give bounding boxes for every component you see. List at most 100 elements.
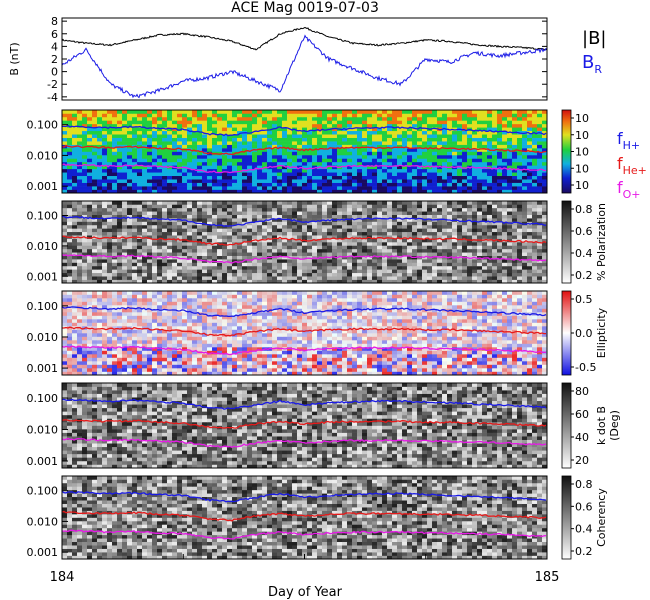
spectrogram-cell xyxy=(452,116,458,121)
spectrogram-cell xyxy=(137,175,143,180)
spectrogram-cell xyxy=(327,186,333,190)
spectrogram-cell xyxy=(212,279,218,284)
spectrogram-cell xyxy=(147,242,153,246)
spectrogram-cell xyxy=(282,221,288,226)
spectrogram-cell xyxy=(502,201,508,205)
spectrogram-cell xyxy=(197,186,203,190)
spectrogram-cell xyxy=(92,175,98,180)
spectrogram-cell xyxy=(97,175,103,180)
spectrogram-cell xyxy=(222,130,228,135)
spectrogram-cell xyxy=(392,231,398,236)
spectrogram-cell xyxy=(432,279,438,284)
spectrogram-cell xyxy=(352,214,358,219)
spectrogram-cell xyxy=(152,252,158,256)
spectrogram-cell xyxy=(92,269,98,274)
spectrogram-cell xyxy=(292,221,298,226)
spectrogram-cell xyxy=(122,259,128,263)
spectrogram-cell xyxy=(92,151,98,156)
spectrogram-cell xyxy=(217,371,223,376)
spectrogram-cell xyxy=(197,148,203,152)
spectrogram-cell xyxy=(342,116,348,121)
spectrogram-cell xyxy=(267,137,273,142)
spectrogram-cell xyxy=(77,113,83,118)
spectrogram-cell xyxy=(407,242,413,246)
spectrogram-cell xyxy=(312,252,318,256)
spectrogram-cell xyxy=(402,214,408,219)
spectrogram-cell xyxy=(102,211,108,215)
spectrogram-cell xyxy=(262,154,268,159)
spectrogram-cell xyxy=(247,134,253,138)
spectrogram-cell xyxy=(407,134,413,138)
spectrogram-cell xyxy=(507,276,513,280)
spectrogram-cell xyxy=(292,214,298,219)
spectrogram-cell xyxy=(462,116,468,121)
spectrogram-cell xyxy=(317,214,323,219)
spectrogram-cell xyxy=(527,207,533,212)
spectrogram-cell xyxy=(317,161,323,166)
spectrogram-cell xyxy=(437,151,443,156)
spectrogram-cell xyxy=(297,179,303,183)
spectrogram-cell xyxy=(232,110,238,114)
spectrogram-cell xyxy=(82,182,88,187)
spectrogram-cell xyxy=(512,113,518,118)
spectrogram-cell xyxy=(252,262,258,267)
spectrogram-cell xyxy=(517,182,523,187)
spectrogram-cell xyxy=(422,179,428,183)
spectrogram-cell xyxy=(117,158,123,163)
spectrogram-cell xyxy=(502,130,508,135)
spectrogram-cell xyxy=(167,182,173,187)
spectrogram-cell xyxy=(237,172,243,177)
spectrogram-cell xyxy=(317,113,323,118)
spectrogram-cell xyxy=(522,276,528,280)
spectrogram-cell xyxy=(297,272,303,277)
spectrogram-cell xyxy=(322,116,328,121)
spectrogram-cell xyxy=(452,134,458,138)
spectrogram-cell xyxy=(272,279,278,284)
spectrogram-cell xyxy=(117,175,123,180)
spectrogram-cell xyxy=(207,235,213,239)
spectrogram-cell xyxy=(292,279,298,284)
spectrogram-cell xyxy=(477,276,483,280)
spectrogram-cell xyxy=(272,175,278,180)
spectrogram-cell xyxy=(277,151,283,156)
spectrogram-cell xyxy=(537,204,543,209)
spectrogram-cell xyxy=(217,228,223,233)
spectrogram-cell xyxy=(257,265,263,270)
spectrogram-cell xyxy=(82,154,88,159)
spectrogram-cell xyxy=(467,242,473,246)
spectrogram-cell xyxy=(407,207,413,212)
spectrogram-cell xyxy=(172,235,178,239)
spectrogram-cell xyxy=(447,252,453,256)
spectrogram-cell xyxy=(357,269,363,274)
spectrogram-cell xyxy=(367,123,373,128)
spectrogram-cell xyxy=(92,218,98,222)
spectrogram-cell xyxy=(287,148,293,152)
spectrogram-cell xyxy=(402,201,408,205)
spectrogram-cell xyxy=(227,137,233,142)
spectrogram-cell xyxy=(522,158,528,163)
spectrogram-cell xyxy=(327,120,333,125)
spectrogram-cell xyxy=(492,262,498,267)
spectrogram-cell xyxy=(462,154,468,159)
spectrogram-cell xyxy=(82,110,88,114)
spectrogram-cell xyxy=(532,224,538,229)
spectrogram-cell xyxy=(342,259,348,263)
spectrogram-cell xyxy=(362,269,368,274)
spectrogram-cell xyxy=(82,141,88,145)
spectrogram-cell xyxy=(127,262,133,267)
spectrogram-cell xyxy=(372,276,378,280)
spectrogram-cell xyxy=(277,231,283,236)
spectrogram-cell xyxy=(542,252,548,256)
spectrogram-cell xyxy=(407,245,413,250)
spectrogram-cell xyxy=(72,221,78,226)
spectrogram-cell xyxy=(522,182,528,187)
spectrogram-cell xyxy=(477,201,483,205)
spectrogram-cell xyxy=(357,211,363,215)
spectrogram-cell xyxy=(242,189,248,194)
spectrogram-cell xyxy=(297,279,303,284)
spectrogram-cell xyxy=(282,228,288,233)
spectrogram-cell xyxy=(122,255,128,260)
spectrogram-cell xyxy=(382,113,388,118)
spectrogram-cell xyxy=(352,151,358,156)
spectrogram-cell xyxy=(97,172,103,177)
